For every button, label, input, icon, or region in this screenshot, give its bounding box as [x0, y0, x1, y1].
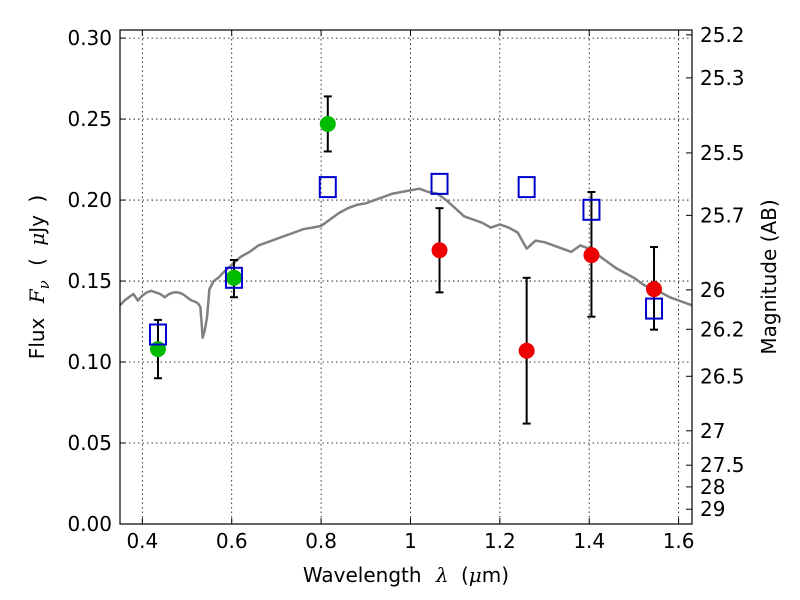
y-tick-label: 0.10 [67, 350, 112, 374]
y2-tick-label: 25.5 [700, 141, 745, 165]
plot-background [120, 30, 692, 524]
model-photometry-square [224, 266, 243, 289]
observed-flux-point [431, 242, 448, 259]
x-axis-label-symbol: λ [435, 563, 449, 587]
model-photometry-square [582, 198, 601, 221]
y-tick-label: 0.00 [67, 512, 112, 536]
y2-tick-label: 25.7 [700, 203, 745, 227]
plot-frame [119, 29, 693, 525]
x-tick-label: 0.6 [216, 529, 248, 553]
y2-tick-label: 27 [700, 419, 725, 443]
model-spectrum-line [119, 187, 693, 339]
y-axis-label-subscript: ν [35, 280, 53, 289]
y2-tick-label: 26 [700, 278, 725, 302]
y2-tick-label: 25.3 [700, 66, 745, 90]
x-tick-label: 1.4 [573, 529, 605, 553]
y-tick-label: 0.05 [67, 431, 112, 455]
x-tick-label: 0.4 [126, 529, 158, 553]
y2-tick-label: 26.2 [700, 317, 745, 341]
y2-tick-label: 27.5 [700, 453, 745, 477]
observed-flux-point [149, 341, 166, 358]
x-tick-label: 1.6 [663, 529, 695, 553]
data-markers [148, 115, 664, 359]
y2-tick-label: 26.5 [700, 364, 745, 388]
x-tick-label: 0.8 [305, 529, 337, 553]
y-tick-label: 0.20 [67, 188, 112, 212]
y-axis-label-close: ) [25, 195, 49, 203]
y-axis-label-symbol: F [25, 288, 49, 304]
y2-tick-label: 25.2 [700, 23, 745, 47]
y-tick-label: 0.15 [67, 269, 112, 293]
y-axis-label-unit: Jy [25, 215, 49, 235]
observed-flux-point [583, 247, 600, 264]
y-tick-label: 0.30 [67, 26, 112, 50]
axis-ticks: 0.4 0.6 0.8 1 1.2 1.4 1.6 0.00 0.05 0.10 0.15 0.20 0… [67, 23, 744, 553]
y-axis-label-open: ( [25, 258, 49, 266]
model-spectrum-polyline [119, 187, 693, 339]
x-tick-label: 1.2 [484, 529, 516, 553]
model-photometry-square [148, 323, 167, 346]
y-axis-label-prefix: Flux [25, 317, 49, 359]
observed-flux-point [225, 269, 242, 286]
x-axis-label-mu: μ [469, 563, 482, 587]
x-axis-label-open: ( [461, 563, 469, 587]
x-axis-label-prefix: Wavelength [303, 563, 422, 587]
model-photometry-square [430, 172, 449, 195]
y2-axis-label: Magnitude (AB) [757, 199, 781, 354]
model-photometry-square [517, 176, 536, 199]
y2-tick-label: 29 [700, 497, 725, 521]
y-axis-label: Flux Fν ( μJy ) [25, 195, 54, 359]
x-axis-label-unit: m) [482, 563, 509, 587]
model-photometry-square [318, 176, 337, 199]
x-tick-label: 1 [404, 529, 417, 553]
observed-flux-point [319, 115, 336, 132]
observed-flux-point [646, 281, 663, 298]
x-axis-label: Wavelength λ (μm) [303, 563, 509, 587]
y2-tick-label: 28 [700, 475, 725, 499]
y-axis-label-mu: μ [25, 233, 49, 246]
observed-flux-point [518, 342, 535, 359]
y-tick-label: 0.25 [67, 107, 112, 131]
model-photometry-square [645, 297, 664, 320]
